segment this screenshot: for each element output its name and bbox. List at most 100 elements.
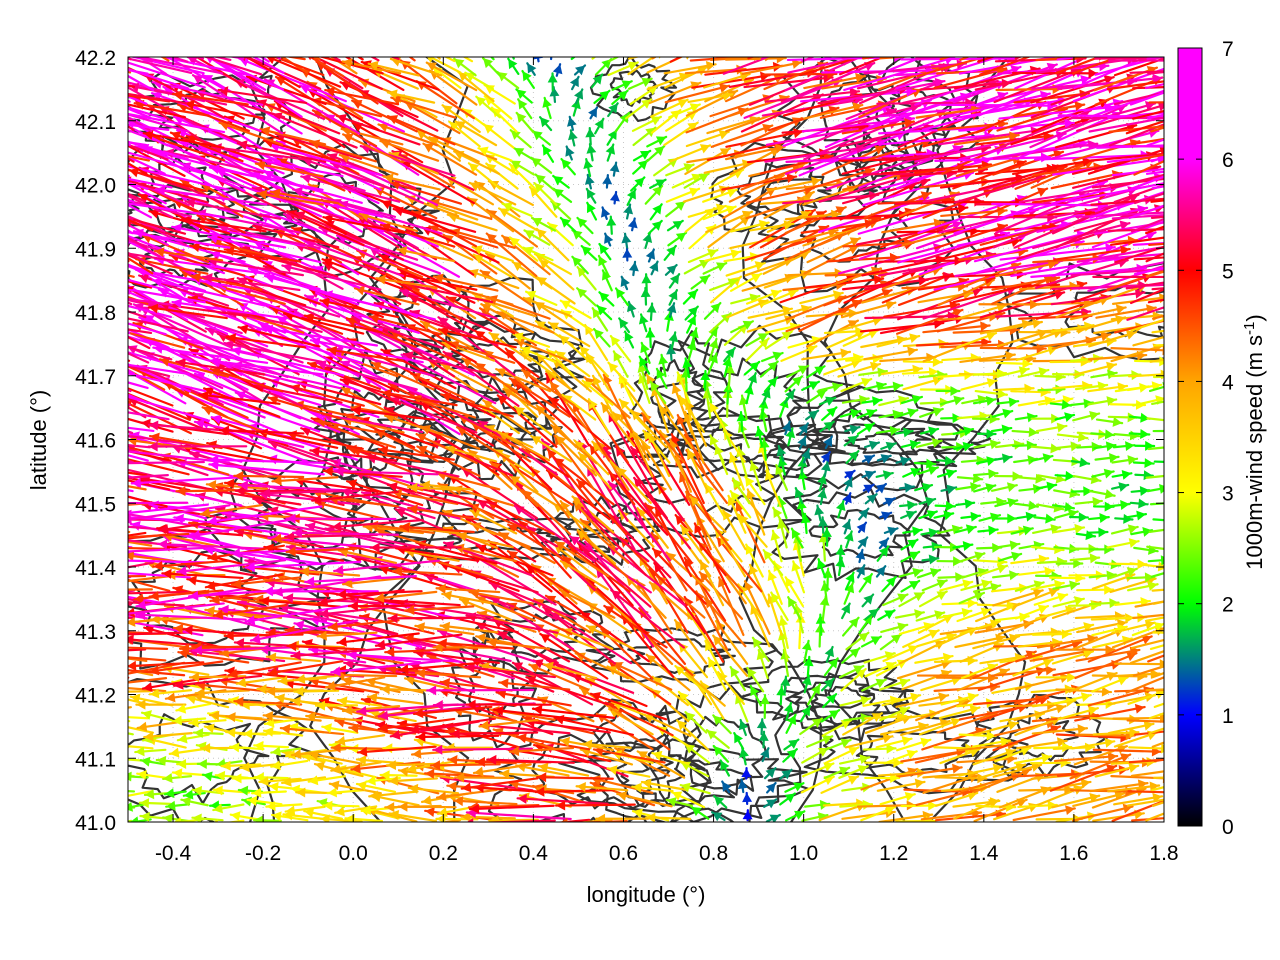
wind-vector xyxy=(135,699,187,710)
wind-vector-shaft xyxy=(1074,705,1146,722)
wind-vector-shaft xyxy=(128,745,154,750)
wind-vector xyxy=(1151,786,1164,792)
wind-vector-head xyxy=(398,801,408,812)
wind-vector-head xyxy=(116,532,125,542)
wind-vector-head xyxy=(712,812,723,822)
wind-vector-head xyxy=(1098,527,1108,538)
wind-vector-head xyxy=(109,801,118,811)
wind-vector xyxy=(799,717,824,736)
wind-vector-head xyxy=(901,735,912,746)
wind-vector-head xyxy=(380,770,390,781)
wind-vector-head xyxy=(369,790,379,801)
wind-vector xyxy=(176,733,210,744)
wind-vector-shaft xyxy=(348,726,417,735)
terrain-contour-line xyxy=(429,375,563,481)
wind-vector-shaft xyxy=(1070,789,1136,793)
wind-vector xyxy=(821,719,853,737)
wind-vector-head xyxy=(247,796,258,806)
wind-vector-head xyxy=(765,768,776,778)
wind-vector-shaft xyxy=(468,804,555,811)
wind-vector-head xyxy=(114,712,123,722)
wind-vector-head xyxy=(65,372,75,381)
wind-vector-head xyxy=(962,541,973,551)
wind-vector xyxy=(253,772,289,783)
wind-vector-head xyxy=(390,729,401,740)
wind-vector-shaft xyxy=(1152,801,1164,807)
wind-vector xyxy=(388,809,438,822)
wind-vector xyxy=(940,484,958,495)
wind-vector xyxy=(171,715,207,726)
wind-vector-shaft xyxy=(128,530,131,534)
wind-vector-head xyxy=(738,720,749,731)
wind-vector xyxy=(258,776,302,787)
wind-vector xyxy=(862,743,897,754)
wind-vector-shaft xyxy=(478,718,539,728)
wind-vector-head xyxy=(99,589,108,599)
wind-vector-head xyxy=(1163,523,1164,526)
wind-vector xyxy=(581,739,632,750)
wind-vector-head xyxy=(882,733,893,744)
wind-vector xyxy=(879,633,903,651)
wind-vector xyxy=(270,759,309,771)
wind-vector-shaft xyxy=(128,676,130,679)
wind-vector-head xyxy=(847,746,859,756)
wind-vector-head xyxy=(230,811,241,822)
wind-vector xyxy=(429,760,501,771)
wind-vector xyxy=(861,593,875,608)
wind-vector-shaft xyxy=(435,788,498,799)
wind-vector-head xyxy=(969,705,980,715)
wind-vector-head xyxy=(266,801,276,812)
wind-vector-head xyxy=(19,525,28,535)
wind-vector xyxy=(900,439,921,450)
wind-vector-head xyxy=(1080,692,1091,703)
wind-vector-head xyxy=(538,762,549,773)
wind-vector-shaft xyxy=(1069,753,1132,780)
wind-vector-head xyxy=(787,714,796,726)
wind-vector-head xyxy=(327,787,338,798)
terrain-contour-line xyxy=(629,330,731,456)
wind-vector-head xyxy=(1118,482,1129,492)
wind-vector-head xyxy=(680,782,691,793)
wind-vector xyxy=(820,775,860,794)
wind-vector-head xyxy=(93,596,102,606)
wind-vector xyxy=(820,709,841,723)
wind-vector-head xyxy=(882,470,893,480)
wind-vector xyxy=(486,754,575,765)
wind-vector-head xyxy=(16,383,26,393)
wind-vector-shaft xyxy=(921,727,987,751)
wind-vector-head xyxy=(1015,762,1026,772)
wind-vector xyxy=(971,737,1011,748)
wind-vector xyxy=(676,719,710,752)
wind-vector xyxy=(880,441,897,452)
wind-vector-shaft xyxy=(614,747,671,777)
wind-vector-head xyxy=(907,767,918,777)
wind-vector-head xyxy=(992,763,1003,774)
terrain-contour-line xyxy=(531,730,674,810)
wind-vector xyxy=(1133,544,1159,555)
wind-vector-head xyxy=(137,721,148,732)
wind-vector-head xyxy=(1073,596,1084,606)
wind-vector-head xyxy=(37,597,47,607)
wind-vector xyxy=(1090,429,1116,440)
wind-vector-head xyxy=(140,811,150,822)
wind-vector-head xyxy=(130,816,139,822)
wind-vector xyxy=(1017,800,1058,811)
wind-vector xyxy=(279,724,345,736)
wind-vector-head xyxy=(1214,747,1224,757)
wind-vector xyxy=(838,765,869,779)
wind-vector-shaft xyxy=(515,735,591,751)
wind-vector-shaft xyxy=(128,803,148,809)
wind-vector-head xyxy=(952,763,962,774)
wind-vector-head xyxy=(304,807,315,818)
wind-vector-head xyxy=(758,731,769,741)
wind-vector xyxy=(270,746,302,757)
wind-vector xyxy=(783,738,800,751)
wind-vector-head xyxy=(201,743,211,754)
wind-vector xyxy=(863,651,896,664)
wind-vector xyxy=(192,727,224,738)
wind-vector xyxy=(424,807,497,822)
wind-vector-shaft xyxy=(1145,812,1164,822)
wind-vector-head xyxy=(17,532,26,542)
wind-vector-head xyxy=(128,754,129,760)
wind-vector xyxy=(460,811,516,822)
